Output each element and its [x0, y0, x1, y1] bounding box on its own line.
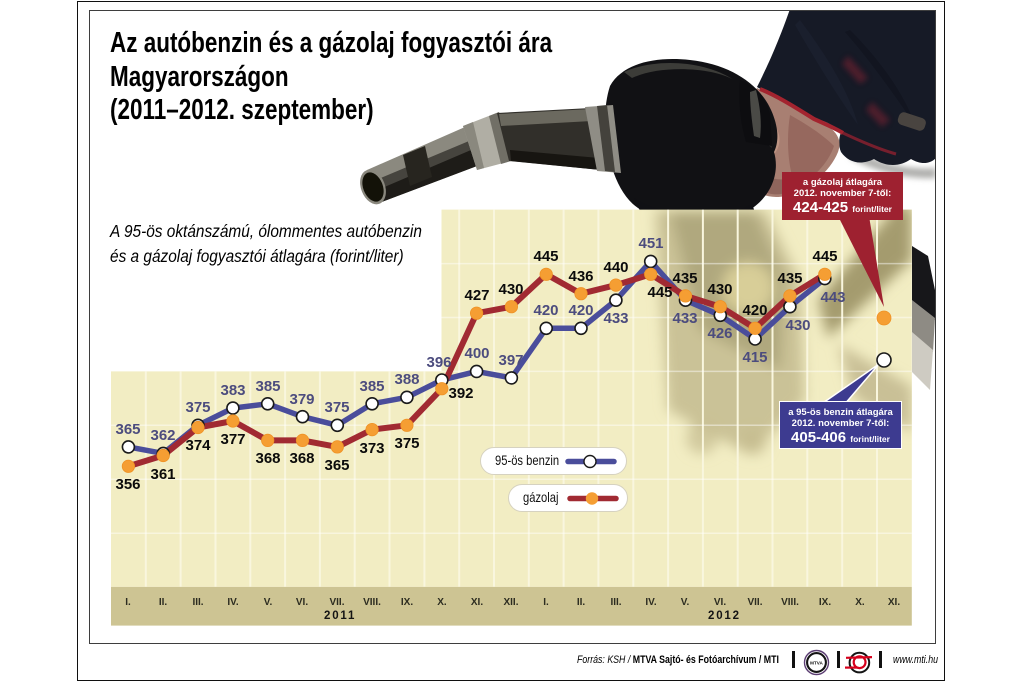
svg-text:MTVA: MTVA [810, 660, 823, 665]
